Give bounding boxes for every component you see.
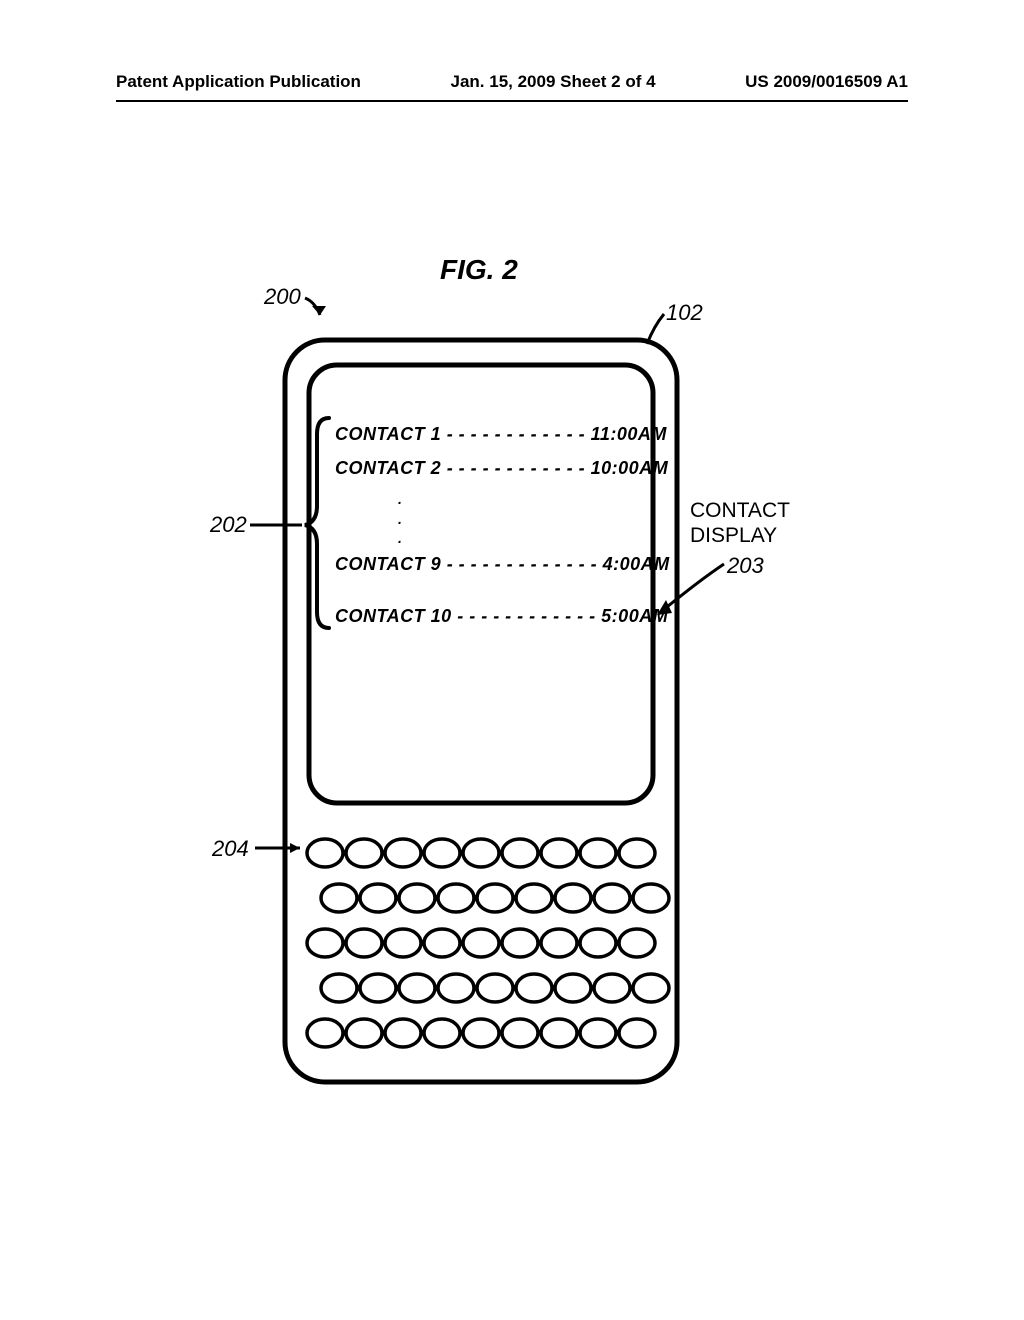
diagram-svg [0,0,1024,1320]
